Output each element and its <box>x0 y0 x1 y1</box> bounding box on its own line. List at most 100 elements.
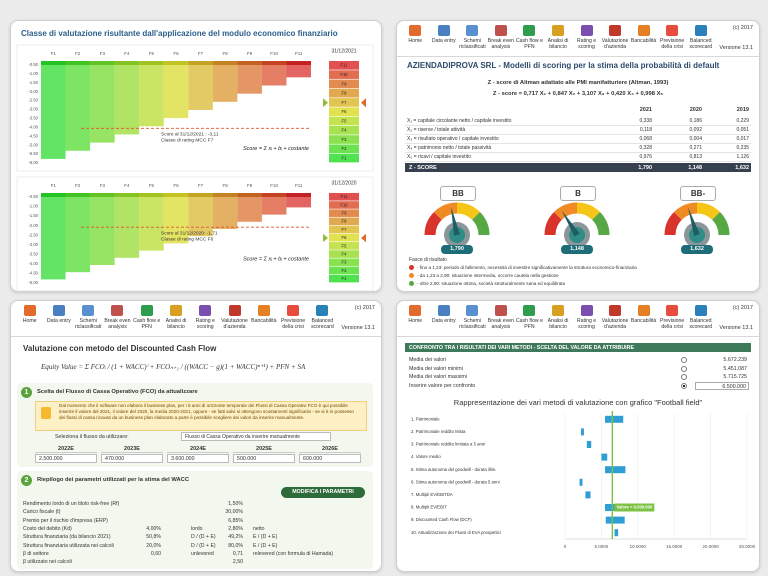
column-label: F7 <box>198 183 204 188</box>
toolbar-label: Previsione della crisi <box>660 38 685 50</box>
category-label: 1. Patrimoniale <box>411 416 440 421</box>
toolbar-button[interactable]: Data entry <box>44 303 73 335</box>
legend-dot <box>409 273 414 278</box>
toolbar-button[interactable]: Rating e scoring <box>191 303 220 335</box>
year-header: 2024E <box>167 446 229 453</box>
toolbar-button[interactable]: Previsione della crisi <box>278 303 307 335</box>
rating-panel: Classe di valutazione risultante dall'ap… <box>10 20 382 292</box>
note-text: Dal momento che il software non elabora … <box>59 403 354 420</box>
toolbar-button[interactable]: Break even analysis <box>487 23 516 55</box>
y-label: -3.50 <box>28 251 38 256</box>
toolbar-button[interactable]: Balanced scorecard <box>686 23 715 55</box>
toolbar-button[interactable]: Rating e scoring <box>572 303 601 335</box>
toolbar-button[interactable]: Data entry <box>430 303 459 335</box>
radio[interactable] <box>681 357 687 363</box>
row-value: 0,976 <box>639 154 652 160</box>
edit-button[interactable]: MODIFICA I PARAMETRI <box>281 487 365 498</box>
toolbar-button[interactable]: Analisi di bilancio <box>544 303 573 335</box>
radio[interactable] <box>681 382 687 389</box>
toolbar-button[interactable]: Cash flow e PFN <box>515 303 544 335</box>
toolbar-button[interactable]: Break even analysis <box>487 303 516 335</box>
rating-column-top <box>90 61 115 65</box>
gauge-value: 1,148 <box>561 245 593 254</box>
toolbar-button[interactable]: Break even analysis <box>103 303 132 335</box>
year-value[interactable]: 470.000 <box>101 454 163 463</box>
year-value[interactable]: 500.000 <box>233 454 295 463</box>
toolbar-button[interactable]: Balanced scorecard <box>308 303 337 335</box>
toolbar-button[interactable]: Valutazione d'azienda <box>220 303 249 335</box>
scale-box <box>329 233 359 242</box>
toolbar-button[interactable]: Home <box>401 23 430 55</box>
section-header <box>405 343 751 352</box>
column-label: F11 <box>295 51 303 56</box>
toolbar-label: Data entry <box>431 318 456 324</box>
column-label: F2 <box>75 183 81 188</box>
column-label: F9 <box>247 183 253 188</box>
toolbar-icon <box>523 305 536 316</box>
row-label: X₁ = capitale circolante netto / capital… <box>407 118 512 124</box>
y-label: -5.50 <box>28 151 38 156</box>
toolbar-button[interactable]: Rating e scoring <box>572 23 601 55</box>
toolbar-label: Home <box>22 318 37 324</box>
year-value[interactable]: 600.000 <box>299 454 361 463</box>
category-label: 4. Valore medio <box>411 454 441 459</box>
toolbar-button[interactable]: Cash flow e PFN <box>132 303 161 335</box>
radio[interactable] <box>681 374 687 380</box>
toolbar-icon <box>466 25 479 36</box>
toolbar-button[interactable]: Valutazione d'azienda <box>601 303 630 335</box>
toolbar-button[interactable]: Bancabilità <box>629 303 658 335</box>
toolbar-icon <box>551 25 564 36</box>
gauge-band <box>554 202 578 221</box>
toolbar-button[interactable]: Previsione della crisi <box>658 303 687 335</box>
toolbar-button[interactable]: Home <box>15 303 44 335</box>
toolbar-button[interactable]: Bancabilità <box>249 303 278 335</box>
toolbar-button[interactable]: Schemi riclassificati <box>458 23 487 55</box>
toolbar-button[interactable]: Analisi di bilancio <box>544 23 573 55</box>
year-value[interactable]: 2.500.000 <box>35 454 97 463</box>
toolbar-button[interactable]: Schemi riclassificati <box>458 303 487 335</box>
score-formula: Score = Σ xᵢ + bᵢ + costante <box>243 146 309 152</box>
scale-label: F3 <box>342 260 348 265</box>
toolbar-button[interactable]: Schemi riclassificati <box>74 303 103 335</box>
toolbar-button[interactable]: Home <box>401 303 430 335</box>
radio[interactable] <box>681 365 687 372</box>
toolbar-label: Balanced scorecard <box>689 318 713 330</box>
rating-column-top <box>139 61 164 65</box>
y-label: -4.50 <box>28 271 38 276</box>
toolbar-button[interactable]: Analisi di bilancio <box>161 303 190 335</box>
toolbar-button[interactable]: Cash flow e PFN <box>515 23 544 55</box>
toolbar-button[interactable]: Data entry <box>430 23 459 55</box>
chart-title: Rappresentazione dei vari metodi di valu… <box>453 398 703 407</box>
gauge-band <box>711 212 730 236</box>
rating-column <box>212 61 238 102</box>
toolbar-button[interactable]: Balanced scorecard <box>686 303 715 335</box>
year-value[interactable]: 3.600.000 <box>167 454 229 463</box>
dcf-panel: Home Data entry Schemi riclassificati Break… <box>10 300 382 572</box>
toolbar-icon <box>666 305 679 316</box>
toolbar-button[interactable]: Valutazione d'azienda <box>601 23 630 55</box>
toolbar-button[interactable]: Bancabilità <box>629 23 658 55</box>
toolbar-icon <box>23 305 36 316</box>
row-value: 0,229 <box>736 118 749 124</box>
rating-column <box>237 61 262 94</box>
scale-label: F8 <box>342 91 348 96</box>
toolbar-button[interactable]: Previsione della crisi <box>658 23 687 55</box>
row-line <box>405 143 751 144</box>
y-label: -4.00 <box>28 124 38 129</box>
toolbar-icon <box>637 305 650 316</box>
drawing: Classe di valutazione risultante dall'ap… <box>16 29 374 291</box>
row-value: 0,328 <box>639 145 652 151</box>
param-value: D / (D + E) <box>191 542 216 549</box>
column-label: F1 <box>51 183 57 188</box>
copyright: (c) 2017 <box>732 305 753 311</box>
copyright: (c) 2017 <box>354 305 375 311</box>
param-value: 80,0% <box>228 542 243 549</box>
scale-label: F1 <box>342 155 348 160</box>
select-box[interactable]: Flusso di Cassa Operativo da inserire ma… <box>181 432 331 441</box>
chart-frame <box>16 44 374 172</box>
column-label: F2 <box>75 51 81 56</box>
gauge-value: 1,632 <box>681 245 713 254</box>
x-tick-label: 5.0000 <box>595 544 609 549</box>
rating-column-top <box>188 193 213 197</box>
